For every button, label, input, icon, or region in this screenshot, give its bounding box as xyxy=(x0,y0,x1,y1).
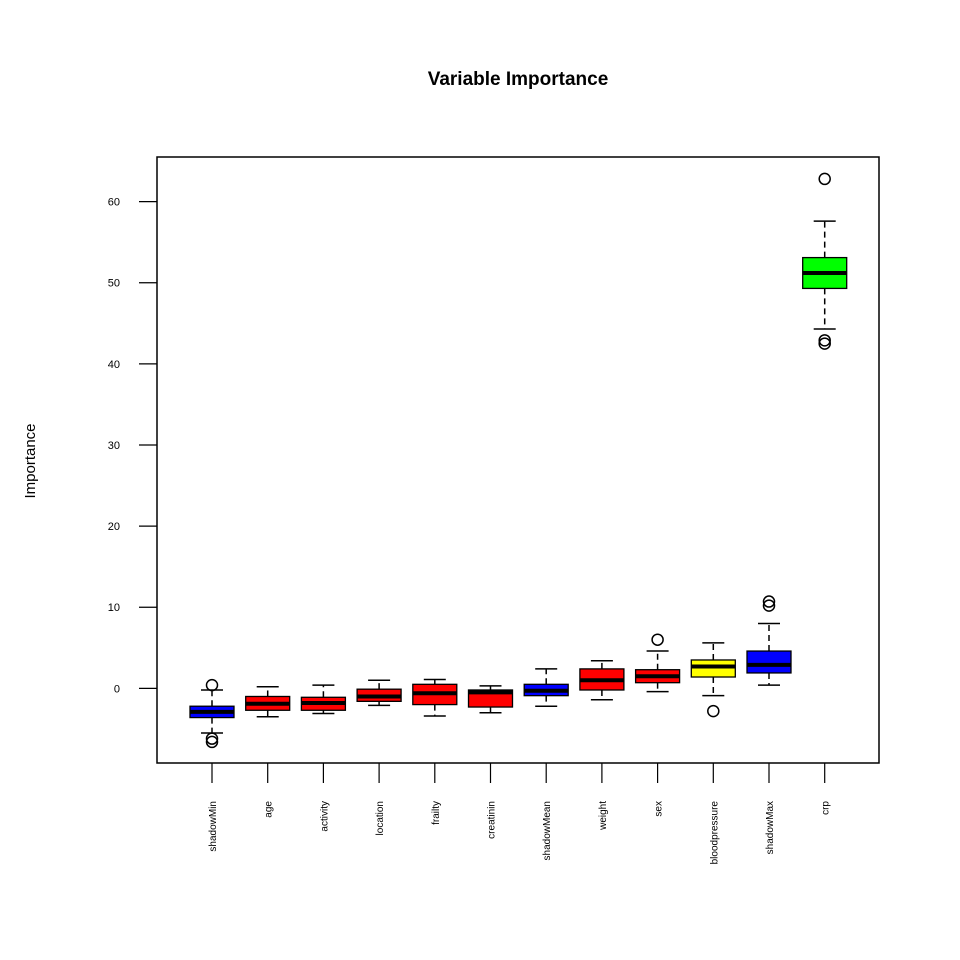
y-tick-label: 20 xyxy=(108,521,120,533)
y-axis-label: Importance xyxy=(22,423,39,498)
y-axis: 0 10 20 30 40 50 60 xyxy=(108,197,157,695)
box-bloodpressure xyxy=(690,642,736,718)
x-tick-label-weight: weight xyxy=(598,801,609,831)
box-shadowMax xyxy=(746,595,792,686)
y-tick-label: 40 xyxy=(108,359,120,371)
chart-title: Variable Importance xyxy=(428,69,609,90)
x-tick-label-activity: activity xyxy=(319,801,330,832)
outlier-point xyxy=(818,334,831,347)
outlier-point xyxy=(818,337,831,350)
box-location xyxy=(356,679,402,707)
box-body xyxy=(746,650,792,674)
y-tick-label: 60 xyxy=(108,197,120,209)
box-sex xyxy=(634,633,681,693)
box-shadowMean xyxy=(523,668,569,707)
x-axis: shadowMin age activity location frailty creat… xyxy=(208,763,832,864)
box-body xyxy=(690,659,736,678)
box-creatinin xyxy=(467,685,514,714)
outlier-point xyxy=(707,704,720,718)
x-tick-label-bloodpressure: bloodpressure xyxy=(709,801,720,865)
x-tick-label-age: age xyxy=(264,801,275,818)
outlier-point xyxy=(205,735,219,749)
x-tick-label-crp: crp xyxy=(821,801,832,815)
box-shadowMin xyxy=(189,678,235,749)
outlier-point xyxy=(205,732,219,745)
x-tick-label-shadowMax: shadowMax xyxy=(765,801,776,854)
outlier-point xyxy=(762,599,776,612)
box-crp xyxy=(802,172,848,350)
outlier-point xyxy=(762,595,776,608)
x-tick-label-sex: sex xyxy=(654,801,665,817)
box-activity xyxy=(300,684,347,715)
x-tick-label-location: location xyxy=(375,801,386,835)
box-frailty xyxy=(412,678,458,717)
y-tick-label: 30 xyxy=(108,440,120,452)
outlier-point xyxy=(818,172,831,186)
x-tick-label-creatinin: creatinin xyxy=(487,801,498,839)
plot-frame xyxy=(156,156,880,764)
outlier-point xyxy=(651,633,664,646)
y-tick-label: 50 xyxy=(108,278,120,290)
x-tick-label-frailty: frailty xyxy=(431,801,442,825)
x-tick-label-shadowMean: shadowMean xyxy=(542,801,553,860)
x-tick-label-shadowMin: shadowMin xyxy=(208,801,219,852)
boxes-layer xyxy=(189,172,848,749)
y-tick-label: 10 xyxy=(108,602,120,614)
box-age xyxy=(245,685,291,718)
box-weight xyxy=(579,660,625,701)
y-tick-label: 0 xyxy=(114,683,120,695)
outlier-point xyxy=(205,678,219,692)
